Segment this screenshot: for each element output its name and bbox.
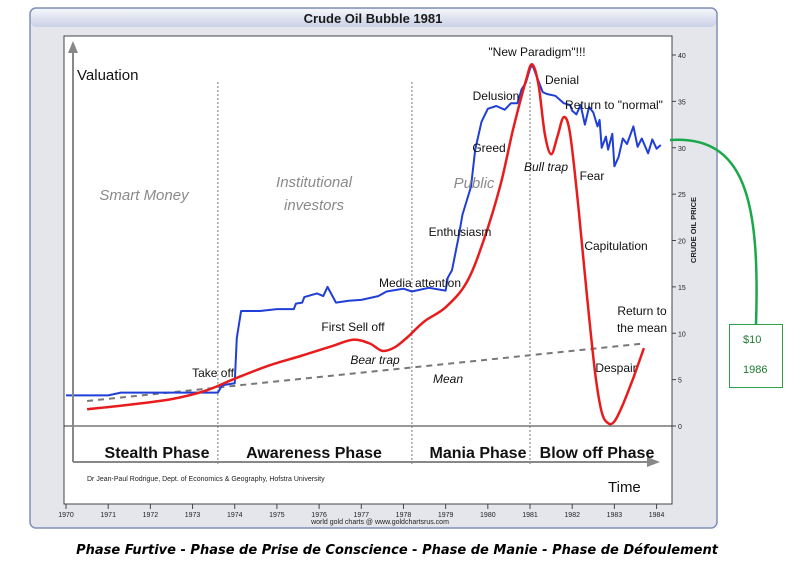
series-mean-line xyxy=(86,342,645,402)
annotation-enthusiasm: Enthusiasm xyxy=(429,225,492,239)
annotation-take-off: Take off xyxy=(192,366,234,380)
x-tick-label: 1977 xyxy=(353,512,369,519)
phase-label-awareness: Awareness Phase xyxy=(246,445,382,462)
series-bubble-curve xyxy=(86,63,646,426)
time-arrow-head xyxy=(647,457,660,467)
x-tick-label: 1970 xyxy=(58,512,74,519)
annotation-bull-trap: Bull trap xyxy=(524,160,568,174)
right-axis-label: CRUDE OIL PRICE xyxy=(689,197,698,263)
annotation-return-to-mean: Return to the mean xyxy=(617,304,667,335)
y-tick-label: 30 xyxy=(678,146,686,153)
x-tick-label: 1983 xyxy=(607,512,623,519)
caption: Phase Furtive - Phase de Prise de Consci… xyxy=(76,543,718,558)
x-tick-label: 1984 xyxy=(649,512,665,519)
x-tick-label: 1980 xyxy=(480,512,496,519)
annotation-fear: Fear xyxy=(580,169,605,183)
x-tick-label: 1982 xyxy=(564,512,580,519)
annotation-delusion: Delusion xyxy=(473,89,520,103)
time-label: Time xyxy=(608,479,641,496)
valuation-label: Valuation xyxy=(77,67,138,84)
price-box: $10 1986 xyxy=(729,324,783,388)
chart-title: Crude Oil Bubble 1981 xyxy=(304,11,443,26)
phase-label-blowoff: Blow off Phase xyxy=(540,445,655,462)
credit-text: Dr Jean-Paul Rodrigue, Dept. of Economic… xyxy=(87,476,325,483)
phase-label-mania: Mania Phase xyxy=(430,445,527,462)
connector-arrow xyxy=(669,138,758,325)
annotation-bear-trap: Bear trap xyxy=(350,353,400,367)
valuation-arrow-head xyxy=(68,41,78,53)
y-tick-label: 25 xyxy=(678,192,686,199)
annotation-capitulation: Capitulation xyxy=(584,239,647,253)
zone-label-public: Public xyxy=(454,175,495,192)
price-box-year: 1986 xyxy=(743,364,768,376)
x-tick-label: 1971 xyxy=(100,512,116,519)
x-tick-label: 1981 xyxy=(522,512,538,519)
annotation-mean: Mean xyxy=(433,372,463,386)
annotation-new-paradigm: "New Paradigm"!!! xyxy=(488,45,585,59)
y-tick-label: 35 xyxy=(678,99,686,106)
zone-label-institutional: Institutional investors xyxy=(276,174,353,214)
x-tick-label: 1978 xyxy=(396,512,412,519)
y-tick-label: 10 xyxy=(678,331,686,338)
chart: Crude Oil Bubble 1981 1970 1971 1972 1973 19… xyxy=(29,7,758,529)
series-oil-price-line xyxy=(66,63,662,397)
annotation-despair: Despair xyxy=(595,361,636,375)
annotation-media-attention: Media attention xyxy=(379,276,461,290)
y-tick-label: 40 xyxy=(678,53,686,60)
annotation-return-to-normal: Return to "normal" xyxy=(565,98,663,112)
y-tick-label: 20 xyxy=(678,239,686,246)
zone-label-smart-money: Smart Money xyxy=(99,187,190,204)
source-text: world gold charts @ www.goldchartsrus.co… xyxy=(310,519,449,526)
title-bar xyxy=(31,9,716,27)
y-tick-label: 0 xyxy=(678,424,682,431)
x-tick-label: 1976 xyxy=(311,512,327,519)
x-tick-label: 1973 xyxy=(185,512,201,519)
x-tick-label: 1972 xyxy=(143,512,159,519)
annotation-first-sell-off: First Sell off xyxy=(321,320,385,334)
price-box-value: $10 xyxy=(743,334,762,346)
x-tick-label: 1975 xyxy=(269,512,285,519)
y-tick-label: 15 xyxy=(678,285,686,292)
x-tick-label: 1974 xyxy=(227,512,243,519)
x-tick-label: 1979 xyxy=(438,512,454,519)
annotation-denial: Denial xyxy=(545,73,579,87)
phase-label-stealth: Stealth Phase xyxy=(105,445,210,462)
y-tick-label: 5 xyxy=(678,378,682,385)
annotation-greed: Greed xyxy=(472,141,505,155)
